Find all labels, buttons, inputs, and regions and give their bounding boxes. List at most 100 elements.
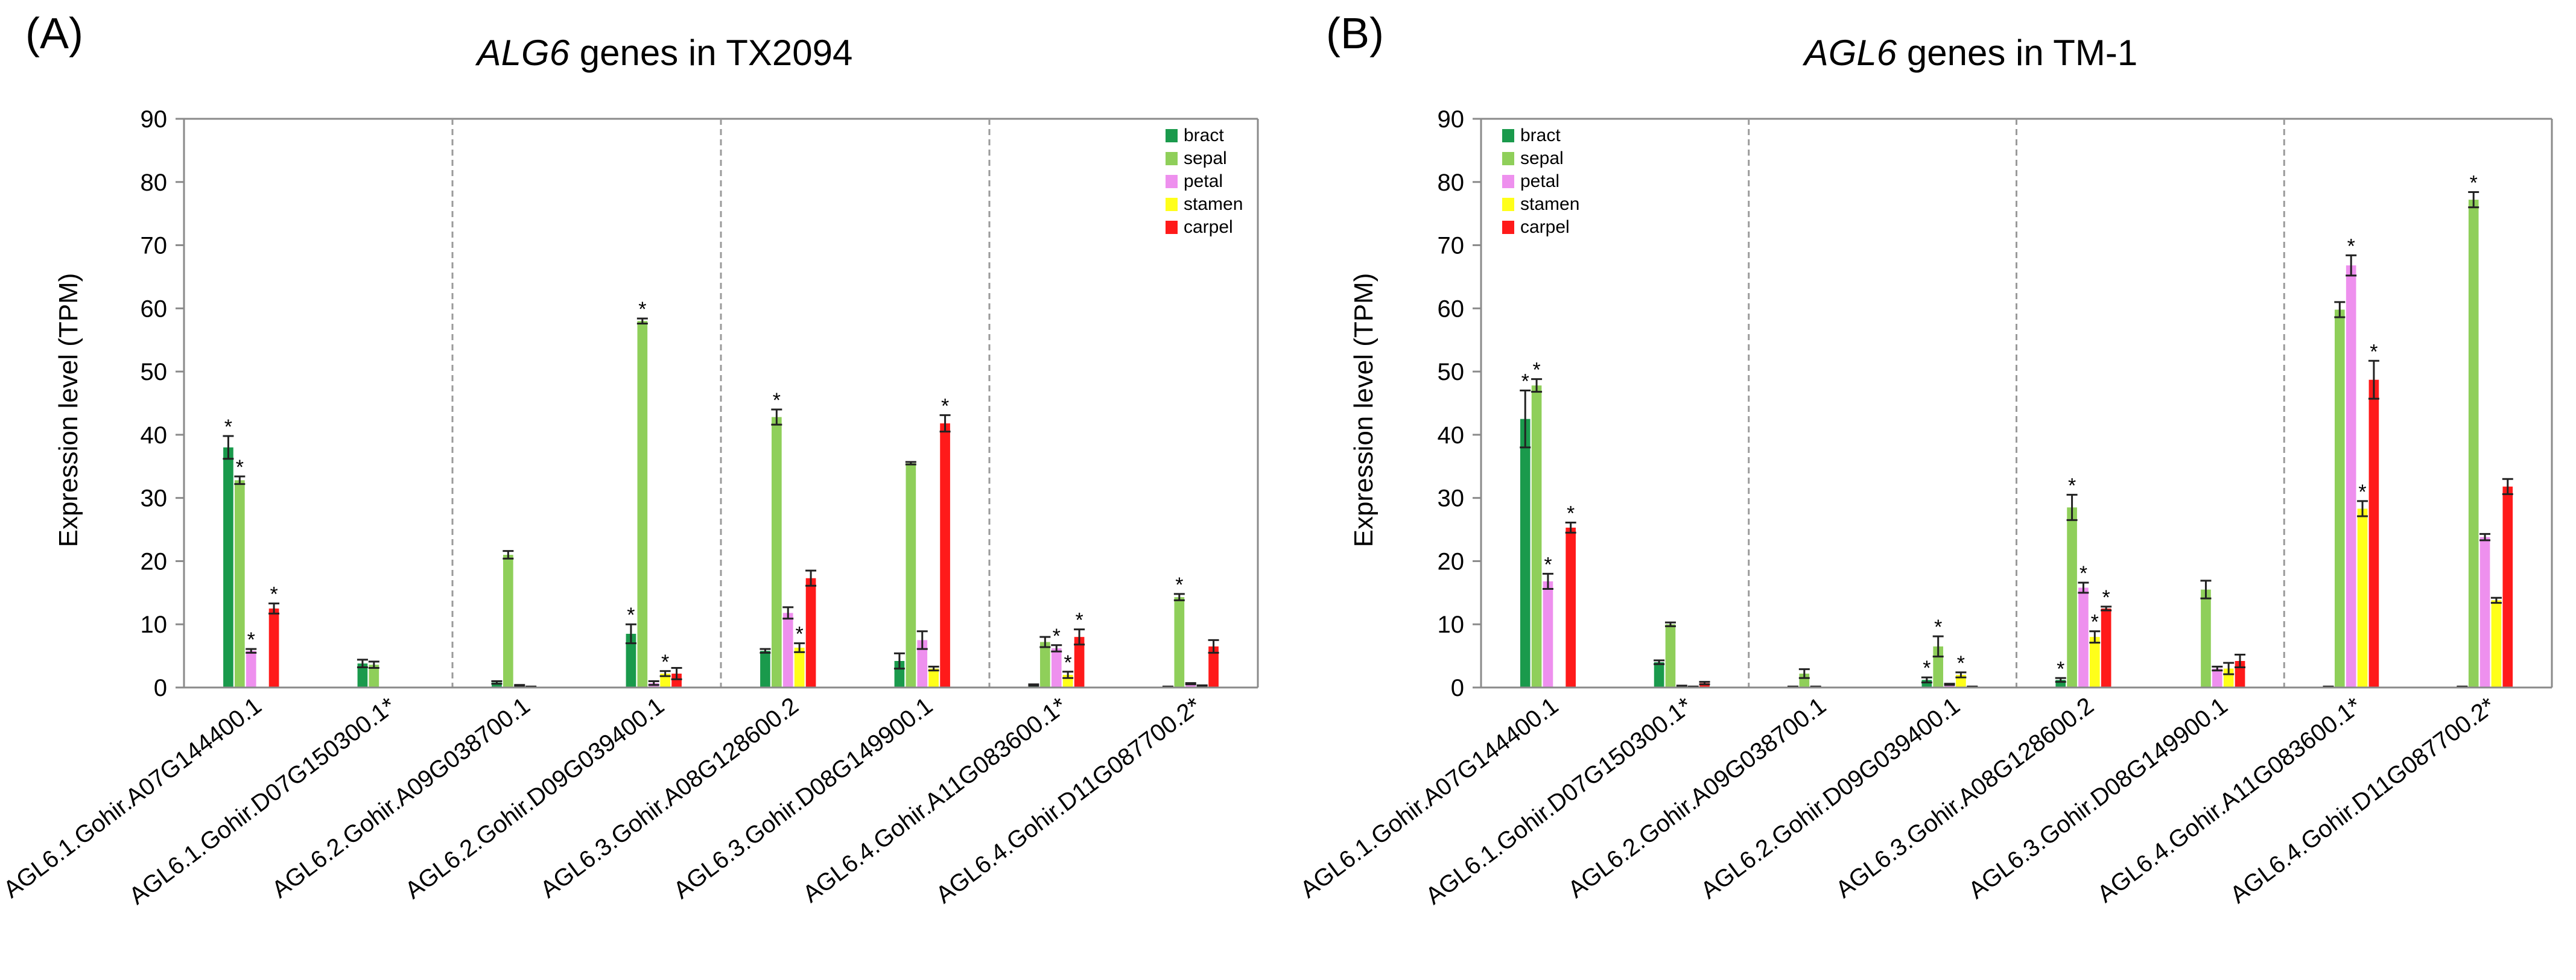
legend-swatch-carpel <box>1166 221 1178 234</box>
bar-sepal <box>2067 507 2077 688</box>
x-category-label: AGL6.4.Gohir.D11G087700.2* <box>931 692 1206 909</box>
bar-petal <box>1543 581 1553 688</box>
bar-bract <box>894 660 905 688</box>
significance-star: * <box>941 394 949 417</box>
bar-sepal <box>906 463 916 688</box>
chart-title-a: ALG6 genes in TX2094 <box>475 33 853 73</box>
legend-swatch-carpel <box>1502 221 1514 234</box>
significance-star: * <box>2080 562 2087 585</box>
x-category-label: AGL6.4.Gohir.D11G087700.2* <box>2225 692 2501 909</box>
legend-label-stamen: stamen <box>1184 194 1243 214</box>
significance-star: * <box>1567 502 1575 525</box>
significance-star: * <box>2091 611 2099 634</box>
significance-star: * <box>1521 370 1529 393</box>
y-tick-label: 10 <box>1438 612 1465 638</box>
significance-star: * <box>796 623 804 646</box>
x-category-label: AGL6.3.Gohir.A08G128600.2 <box>536 692 804 903</box>
y-tick-label: 80 <box>141 169 168 196</box>
x-category-label: AGL6.4.Gohir.A11G083600.1* <box>2093 692 2367 908</box>
x-category-label: AGL6.3.Gohir.D08G149900.1 <box>1964 692 2233 904</box>
y-tick-label: 40 <box>141 422 168 449</box>
bar-sepal <box>2335 309 2345 688</box>
significance-star: * <box>2102 586 2110 609</box>
bar-bract <box>492 682 502 688</box>
bar-bract <box>223 447 233 688</box>
bar-petal <box>2212 668 2222 688</box>
bar-petal <box>2479 537 2490 688</box>
significance-star: * <box>1064 651 1072 674</box>
bar-sepal <box>771 417 782 688</box>
significance-star: * <box>270 583 278 606</box>
bar-carpel <box>805 578 816 688</box>
x-category-label: AGL6.2.Gohir.A09G038700.1 <box>267 692 535 903</box>
bar-sepal <box>637 321 648 688</box>
y-tick-label: 60 <box>1438 296 1465 322</box>
bar-carpel <box>1566 527 1576 688</box>
legend-swatch-sepal <box>1166 152 1178 165</box>
y-tick-label: 60 <box>141 296 168 322</box>
x-category-label: AGL6.3.Gohir.D08G149900.1 <box>669 692 938 904</box>
y-axis-label-b: Expression level (TPM) <box>1349 273 1378 548</box>
legend-label-petal: petal <box>1184 171 1223 191</box>
x-category-label: AGL6.4.Gohir.A11G083600.1* <box>798 692 1072 908</box>
bar-carpel <box>268 609 279 688</box>
bar-stamen <box>928 668 939 688</box>
significance-star: * <box>773 389 781 412</box>
significance-star: * <box>2358 481 2366 504</box>
y-tick-label: 50 <box>141 359 168 385</box>
legend-label-petal: petal <box>1520 171 1559 191</box>
y-tick-label: 80 <box>1438 169 1465 196</box>
chart-panel-b: (B) AGL6 genes in TM-1 Expression level … <box>1295 10 2553 909</box>
chart-title-a-rest: genes in TX2094 <box>569 33 852 73</box>
legend-label-sepal: sepal <box>1520 148 1564 168</box>
significance-star: * <box>236 456 244 479</box>
bar-bract <box>626 633 636 688</box>
bar-petal <box>1944 684 1955 688</box>
bar-bract <box>760 651 770 688</box>
x-category-label: AGL6.1.Gohir.A07G144400.1 <box>1295 692 1563 903</box>
bar-sepal <box>1039 642 1050 688</box>
chart-title-b: AGL6 genes in TM-1 <box>1803 33 2138 73</box>
panel-label-a: (A) <box>25 10 83 58</box>
chart-panel-a: (A) ALG6 genes in TX2094 Expression leve… <box>0 10 1259 909</box>
y-tick-label: 90 <box>141 106 168 133</box>
bar-sepal <box>369 665 379 688</box>
bar-carpel <box>2368 379 2379 688</box>
bar-stamen <box>794 647 805 688</box>
legend-label-stamen: stamen <box>1520 194 1579 214</box>
bar-stamen <box>2491 600 2502 688</box>
y-tick-label: 20 <box>141 548 168 575</box>
legend-swatch-petal <box>1166 175 1178 188</box>
chart-title-a-gene: ALG6 <box>475 33 570 73</box>
bar-sepal <box>1799 673 1810 688</box>
y-tick-label: 0 <box>154 675 167 701</box>
bar-stamen <box>2089 637 2100 688</box>
legend-swatch-bract <box>1166 129 1178 142</box>
y-tick-label: 30 <box>141 485 168 512</box>
bar-stamen <box>660 673 671 688</box>
y-tick-label: 40 <box>1438 422 1465 449</box>
bar-bract <box>1520 419 1531 688</box>
chart-title-b-gene: AGL6 <box>1803 33 1897 73</box>
x-category-label: AGL6.1.Gohir.A07G144400.1 <box>0 692 267 903</box>
bar-sepal <box>2201 589 2211 688</box>
significance-star: * <box>1923 657 1930 680</box>
legend-swatch-petal <box>1502 175 1514 188</box>
significance-star: * <box>1053 625 1061 648</box>
bar-carpel <box>671 673 682 688</box>
y-tick-label: 30 <box>1438 485 1465 512</box>
significance-star: * <box>2347 235 2355 258</box>
significance-star: * <box>1934 616 1942 639</box>
significance-star: * <box>1532 359 1540 382</box>
bar-sepal <box>1665 624 1676 688</box>
significance-star: * <box>1075 609 1083 632</box>
bar-carpel <box>1699 683 1710 688</box>
bar-carpel <box>2502 486 2513 688</box>
panel-label-b: (B) <box>1326 10 1384 58</box>
x-category-label: AGL6.2.Gohir.D09G039400.1 <box>401 692 670 904</box>
legend-label-carpel: carpel <box>1520 217 1570 237</box>
y-tick-label: 70 <box>1438 233 1465 259</box>
bar-petal <box>2346 265 2356 688</box>
bar-petal <box>1051 648 1062 688</box>
